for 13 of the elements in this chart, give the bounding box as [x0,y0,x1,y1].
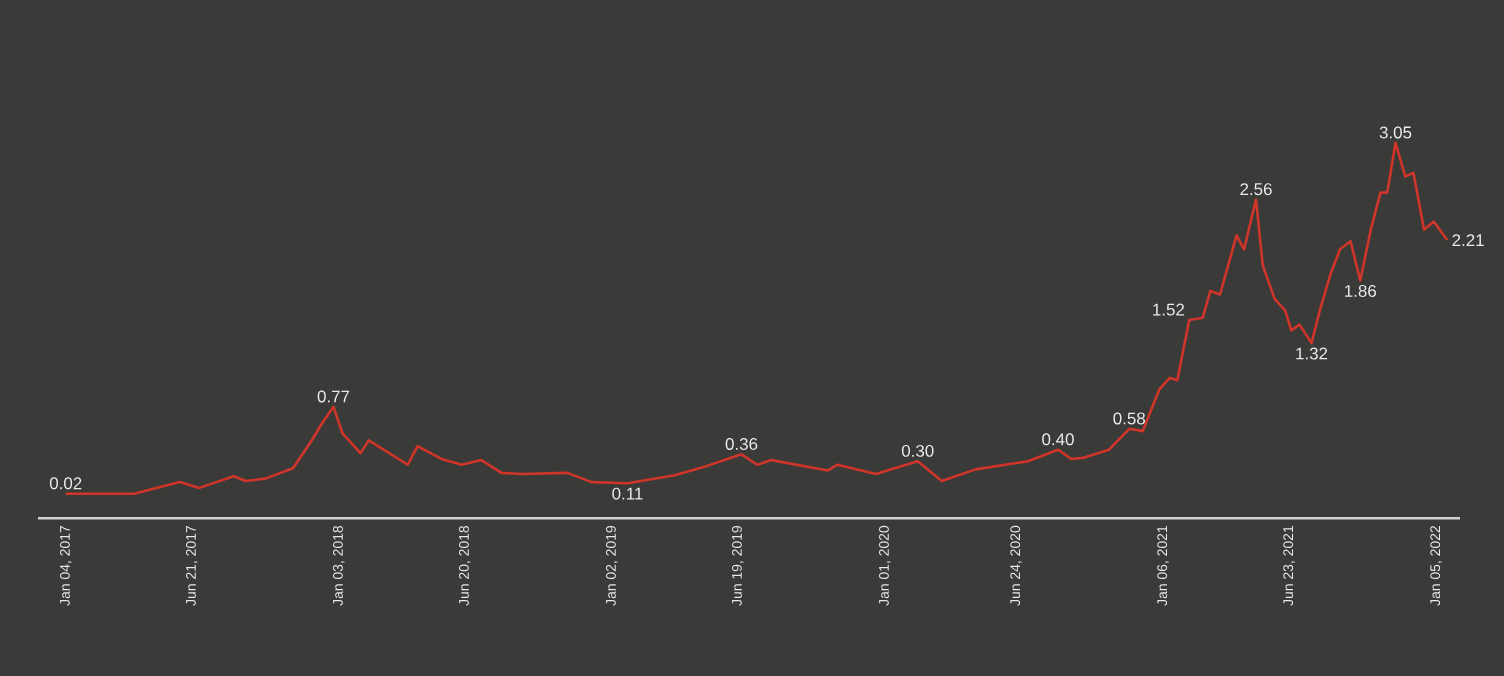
data-label: 0.30 [901,444,934,457]
data-label: 0.36 [725,437,758,450]
data-label: 0.11 [612,487,643,500]
data-label: 2.56 [1240,183,1272,196]
data-label: 3.05 [1379,126,1412,139]
data-label: 0.58 [1113,412,1146,425]
data-label: 1.52 [1153,303,1185,316]
data-label: 0.02 [49,477,82,490]
data-label: 0.40 [1042,433,1074,446]
data-label: 2.21 [1452,234,1484,246]
data-label: 1.86 [1345,285,1377,297]
data-label: 1.32 [1296,347,1328,360]
data-label: 0.77 [317,390,350,403]
